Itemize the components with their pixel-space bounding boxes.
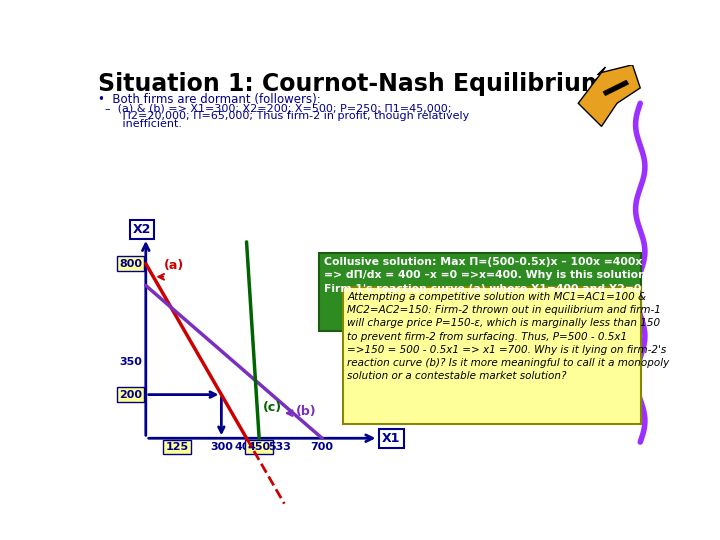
Text: (c): (c)	[263, 402, 282, 415]
Text: Situation 1: Cournot-Nash Equilibrium: Situation 1: Cournot-Nash Equilibrium	[98, 72, 606, 97]
Text: (a): (a)	[163, 259, 184, 272]
Text: Π2=20,000; Π=65,000; Thus firm-2 in profit, though relatively: Π2=20,000; Π=65,000; Thus firm-2 in prof…	[98, 111, 469, 121]
Text: 350: 350	[119, 357, 142, 367]
Text: •  Both firms are dormant (followers):: • Both firms are dormant (followers):	[98, 93, 320, 106]
Text: inefficient.: inefficient.	[98, 119, 181, 129]
Text: 400: 400	[235, 442, 258, 452]
Text: X1: X1	[382, 432, 400, 445]
Text: 533: 533	[269, 442, 292, 452]
Text: –  (a) & (b) => X1=300; X2=200; X=500; P=250; Π1=45,000;: – (a) & (b) => X1=300; X2=200; X=500; P=…	[98, 103, 451, 113]
Text: 700: 700	[310, 442, 333, 452]
Text: 125: 125	[166, 442, 189, 452]
Text: Collusive solution: Max Π=(500-0.5x)x – 100x =400x – 0.5x²
=> dΠ/dx = 400 –x =0 : Collusive solution: Max Π=(500-0.5x)x – …	[324, 257, 698, 294]
Text: 450: 450	[248, 442, 271, 452]
FancyBboxPatch shape	[343, 287, 641, 423]
Text: 800: 800	[119, 259, 142, 269]
Polygon shape	[603, 80, 629, 96]
Text: Attempting a competitive solution with MC1=AC1=100 &
MC2=AC2=150: Firm-2 thrown : Attempting a competitive solution with M…	[347, 292, 670, 381]
Text: (b): (b)	[296, 404, 316, 417]
Text: 300: 300	[210, 442, 233, 452]
Polygon shape	[598, 67, 606, 75]
Text: X2: X2	[132, 222, 151, 236]
FancyBboxPatch shape	[320, 253, 641, 331]
Text: 200: 200	[119, 390, 142, 400]
Polygon shape	[578, 65, 640, 126]
